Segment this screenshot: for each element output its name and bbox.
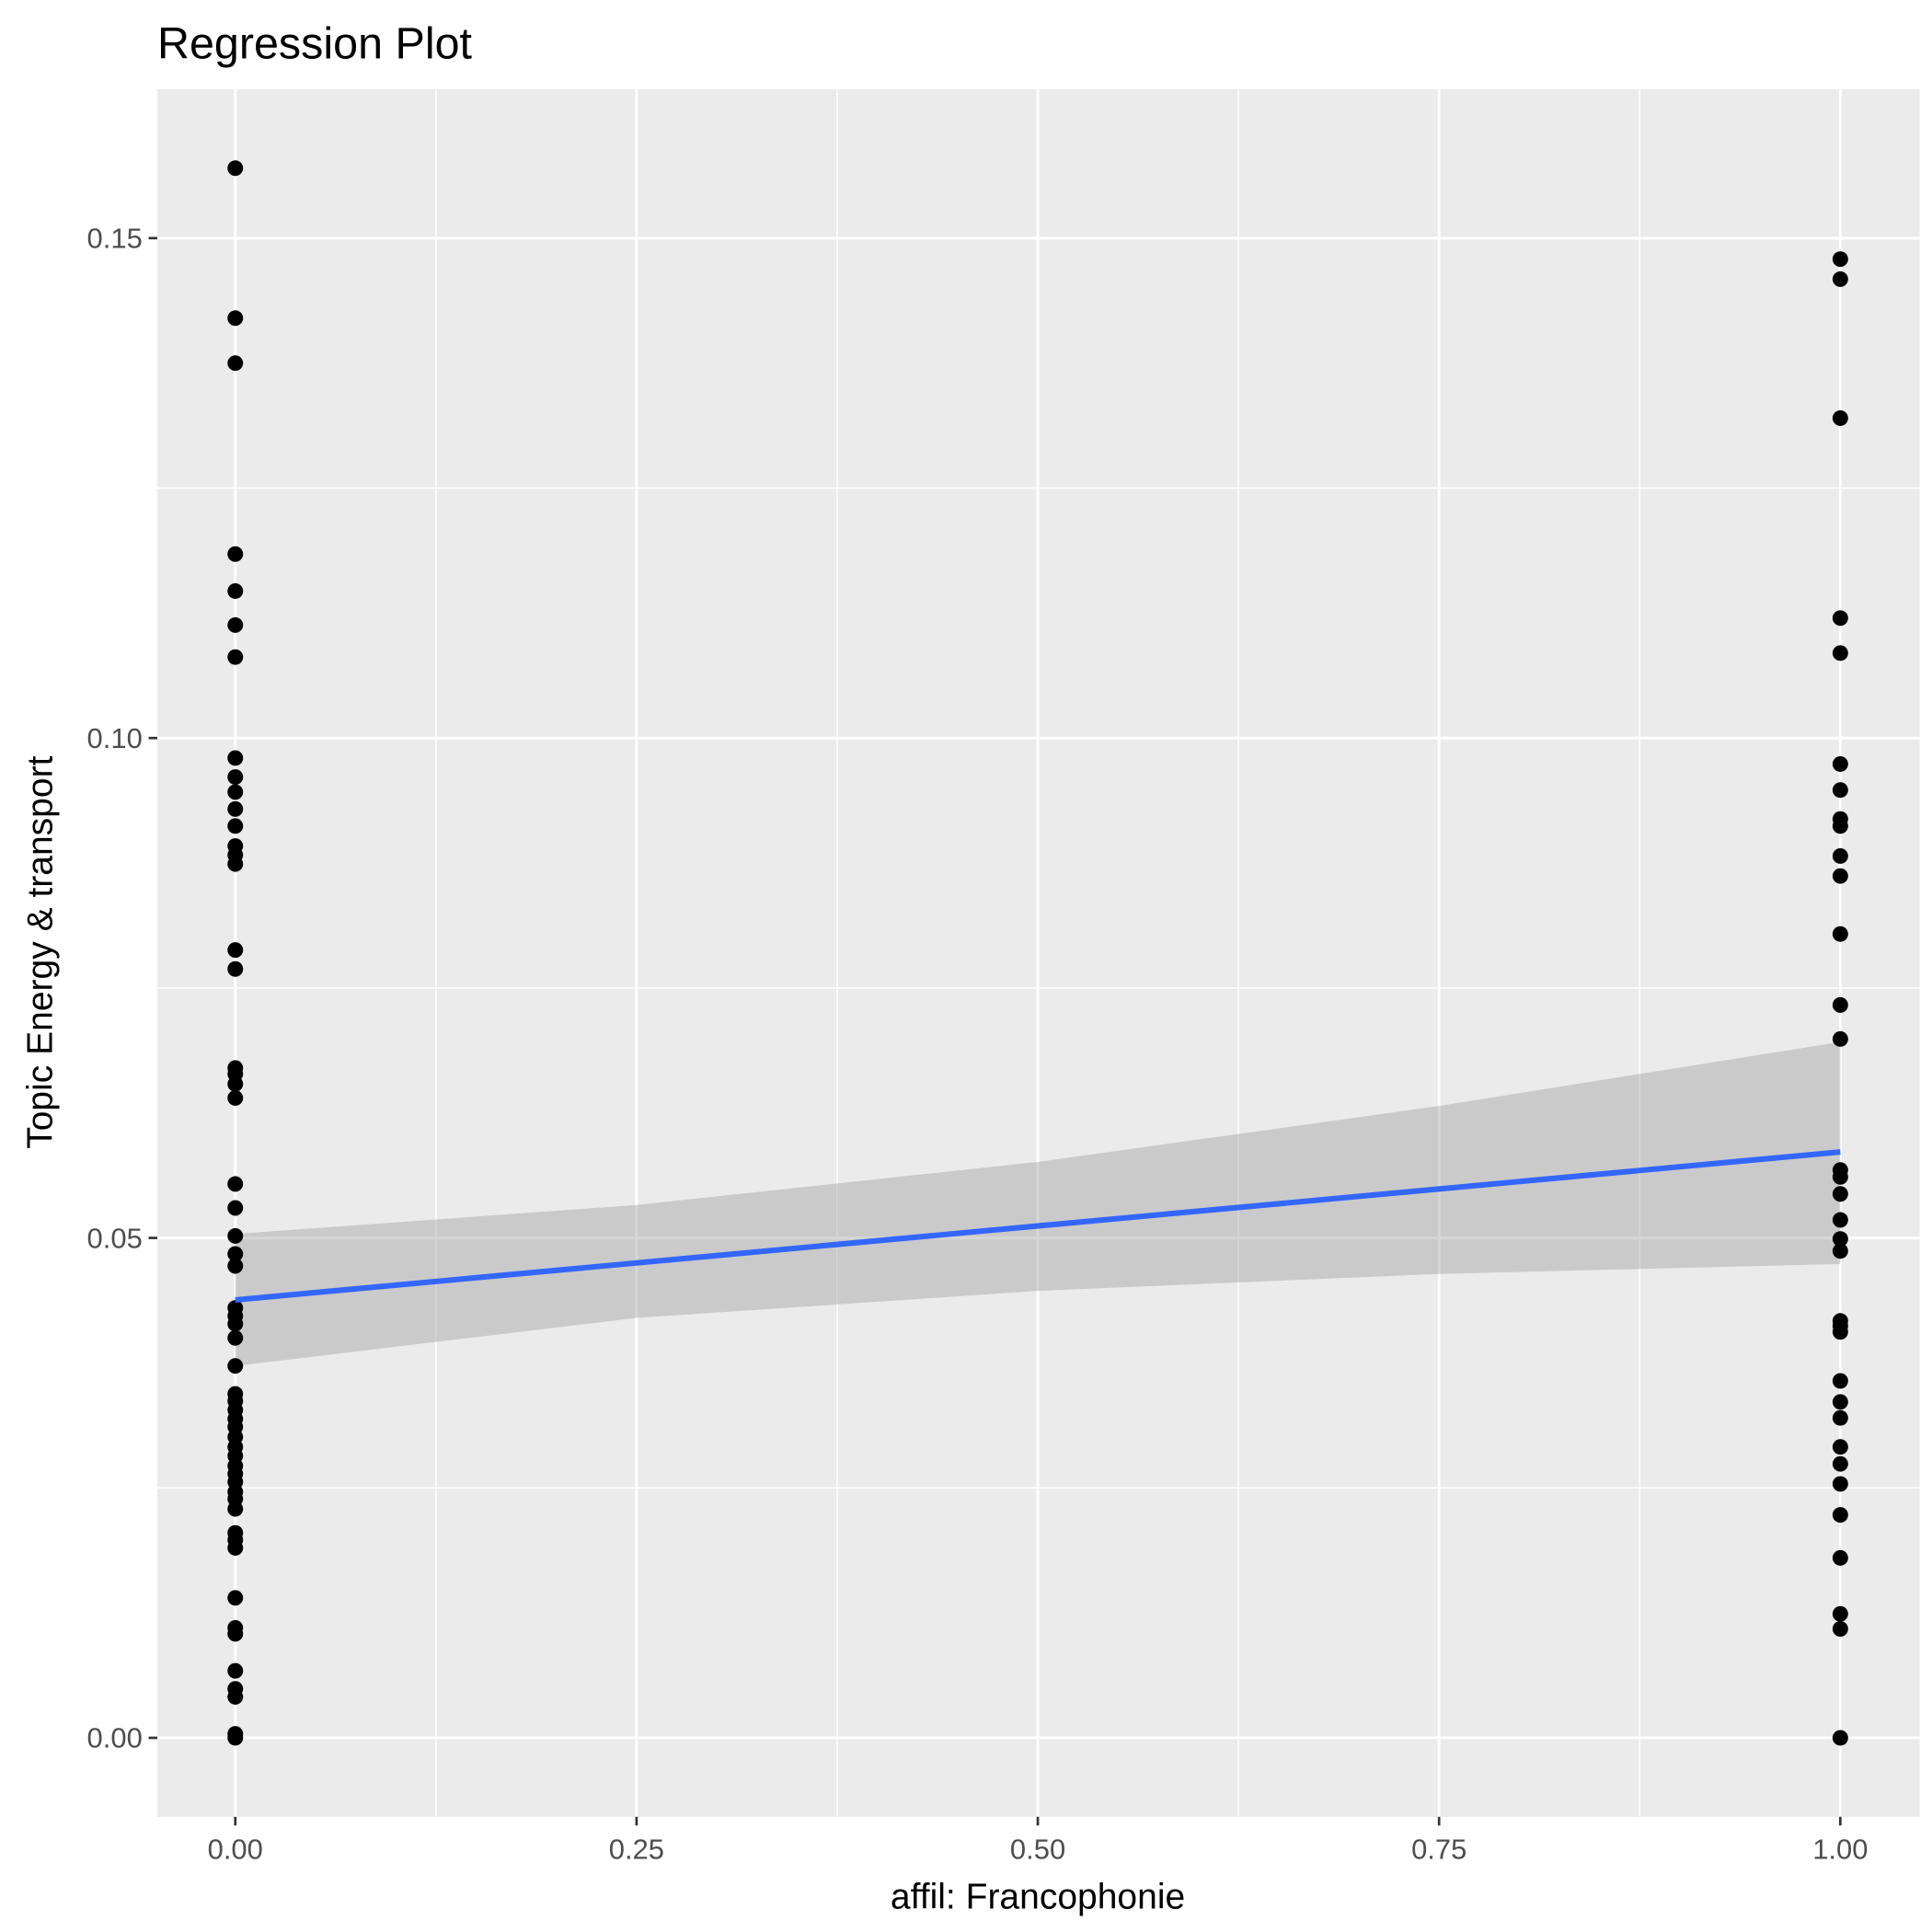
data-point: [227, 960, 244, 977]
data-point: [227, 1176, 244, 1192]
data-point: [1832, 1507, 1848, 1524]
x-tick-label: 0.00: [208, 1834, 263, 1866]
data-point: [227, 750, 244, 766]
y-tick-label: 0.05: [87, 1222, 143, 1254]
data-point: [227, 800, 244, 817]
data-point: [227, 818, 244, 834]
points-group: [227, 160, 1848, 1746]
data-point: [1832, 1621, 1848, 1637]
y-axis-label: Topic Energy & transport: [21, 755, 61, 1148]
data-point: [1832, 645, 1848, 661]
data-point: [227, 1200, 244, 1216]
data-point: [227, 1316, 244, 1332]
x-tick-label: 0.50: [1010, 1834, 1065, 1866]
data-point: [1832, 782, 1848, 799]
data-point: [227, 310, 244, 327]
y-tick-label: 0.15: [87, 223, 143, 255]
y-tick-label: 0.10: [87, 722, 143, 754]
data-point: [1832, 1409, 1848, 1426]
data-point: [1832, 847, 1848, 864]
data-point: [227, 1075, 244, 1092]
data-point: [1832, 1168, 1848, 1185]
data-point: [227, 1227, 244, 1244]
data-point: [227, 355, 244, 372]
data-point: [1832, 996, 1848, 1013]
data-point: [1832, 1605, 1848, 1622]
data-point: [227, 1258, 244, 1274]
data-point: [227, 616, 244, 633]
data-point: [227, 1089, 244, 1106]
confidence-band: [235, 1041, 1841, 1366]
data-point: [227, 582, 244, 599]
data-point: [1832, 818, 1848, 834]
data-point: [227, 1501, 244, 1517]
data-point: [1832, 1373, 1848, 1389]
data-point: [227, 942, 244, 959]
data-point: [227, 1662, 244, 1679]
axes-group: 0.00 0.25 0.50 0.75 1.00 0.00 0.05 0.10 0.15: [87, 223, 1869, 1866]
x-tick-label: 0.75: [1411, 1834, 1466, 1866]
x-tick-label: 1.00: [1812, 1834, 1868, 1866]
data-point: [227, 769, 244, 786]
data-point: [1832, 610, 1848, 627]
data-point: [1832, 868, 1848, 884]
data-point: [1832, 1212, 1848, 1228]
data-point: [227, 649, 244, 665]
data-point: [227, 1730, 244, 1746]
data-point: [1832, 926, 1848, 942]
data-point: [227, 784, 244, 800]
data-point: [227, 1626, 244, 1642]
confidence-band-group: [235, 1041, 1841, 1366]
data-point: [1832, 1394, 1848, 1410]
data-point: [1832, 251, 1848, 268]
data-point: [1832, 409, 1848, 426]
data-point: [1832, 1439, 1848, 1455]
data-point: [1832, 755, 1848, 772]
data-point: [227, 1539, 244, 1556]
data-point: [227, 160, 244, 177]
data-point: [1832, 1231, 1848, 1248]
data-point: [1832, 1030, 1848, 1047]
data-point: [1832, 270, 1848, 287]
x-tick-label: 0.25: [609, 1834, 664, 1866]
x-axis-label: affil: Francophonie: [891, 1877, 1185, 1916]
data-point: [1832, 1186, 1848, 1202]
data-point: [1832, 1730, 1848, 1746]
data-point: [1832, 1324, 1848, 1340]
major-gridlines: [156, 88, 1920, 1817]
data-point: [227, 1688, 244, 1705]
data-point: [1832, 1455, 1848, 1472]
data-point: [1832, 1549, 1848, 1566]
data-point: [227, 1590, 244, 1606]
data-point: [227, 1358, 244, 1374]
data-point: [227, 546, 244, 562]
fit-line-group: [235, 1149, 1841, 1303]
data-point: [227, 1329, 244, 1346]
regression-line: [235, 1149, 1841, 1303]
y-tick-label: 0.00: [87, 1722, 143, 1754]
chart-title: Regression Plot: [157, 18, 473, 68]
data-point: [1832, 1243, 1848, 1259]
data-point: [227, 856, 244, 872]
data-point: [227, 1246, 244, 1262]
data-point: [1832, 1476, 1848, 1492]
